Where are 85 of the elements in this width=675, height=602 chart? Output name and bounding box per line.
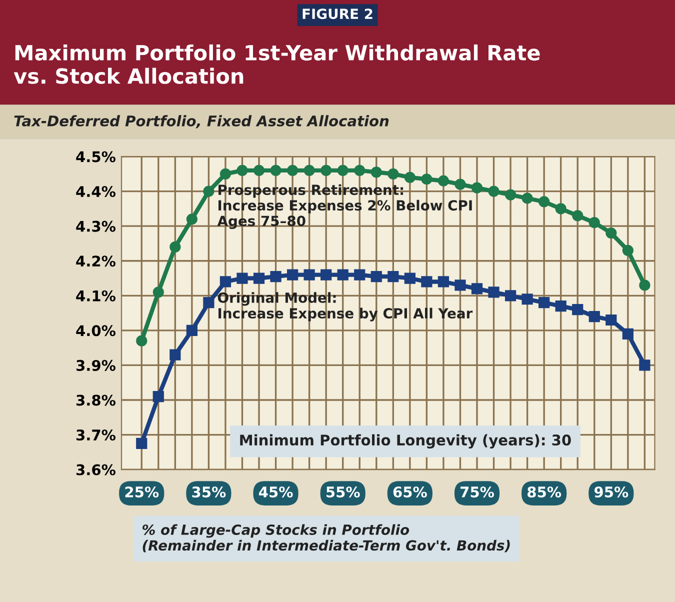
point	[588, 310, 600, 322]
point	[504, 189, 516, 200]
point	[555, 300, 566, 312]
point	[236, 164, 248, 176]
point	[170, 349, 181, 360]
chart-title: Maximum Portfolio 1st-Year Withdrawal Rate vs. Stock Allocation	[14, 44, 540, 84]
point	[639, 360, 650, 371]
point	[320, 164, 332, 176]
point	[286, 164, 298, 176]
annotation: Minimum Portfolio Longevity (years): 30	[240, 434, 571, 448]
point	[522, 192, 533, 204]
point	[471, 182, 483, 194]
point	[622, 328, 634, 340]
point	[438, 276, 450, 288]
point	[253, 164, 265, 176]
y-tick-label: 4.2%	[76, 256, 116, 267]
x-tick-label: 65%	[393, 486, 427, 498]
y-tick-label: 3.9%	[76, 360, 116, 371]
point	[354, 269, 366, 280]
point	[220, 168, 232, 180]
point	[504, 290, 516, 302]
y-tick-label: 4.3%	[76, 220, 116, 232]
y-tick-label: 4.4%	[76, 186, 116, 198]
point	[572, 210, 584, 222]
point	[136, 438, 148, 450]
point	[454, 178, 466, 190]
point	[388, 168, 399, 180]
point	[421, 276, 432, 288]
point	[606, 227, 617, 239]
caption: FIGURE 2	[302, 8, 372, 20]
x-tick-label: 35%	[192, 486, 226, 498]
point	[404, 172, 416, 183]
point	[286, 269, 298, 280]
point	[606, 314, 617, 326]
point	[588, 217, 600, 228]
y-tick-label: 3.8%	[76, 394, 116, 406]
point	[404, 272, 416, 284]
point	[236, 272, 248, 284]
point	[304, 164, 315, 176]
point	[304, 269, 315, 280]
x-axis-title: % of Large-Cap Stocks in Portfolio (Remainder in Intermediate-Term Gov't. Bonds)	[142, 524, 510, 552]
point	[538, 297, 550, 308]
y-tick-label: 4.0%	[76, 325, 116, 336]
x-tick-label: 45%	[258, 486, 293, 498]
point	[203, 186, 214, 197]
x-tick-label: 25%	[125, 486, 159, 498]
point	[622, 244, 634, 256]
point	[438, 175, 450, 186]
point	[203, 297, 214, 308]
point	[639, 280, 650, 291]
point	[572, 304, 584, 316]
point	[488, 286, 500, 298]
point	[488, 186, 500, 197]
point	[421, 174, 432, 185]
point	[471, 283, 483, 294]
point	[253, 272, 265, 284]
point	[555, 203, 566, 214]
point	[538, 196, 550, 208]
point	[337, 269, 348, 280]
point	[186, 214, 198, 225]
x-tick-label: 85%	[528, 486, 562, 498]
y-tick-label: 3.7%	[76, 429, 116, 441]
point	[136, 335, 148, 346]
y-tick-label: 4.5%	[76, 151, 116, 162]
point	[152, 286, 164, 298]
point	[270, 164, 282, 176]
point	[170, 241, 181, 253]
point	[388, 270, 399, 282]
point	[370, 270, 382, 282]
point	[370, 166, 382, 178]
point	[454, 280, 466, 291]
chart-subtitle: Tax-Deferred Portfolio, Fixed Asset Allocation	[14, 115, 389, 128]
point	[220, 276, 232, 288]
x-tick-label: 55%	[326, 486, 360, 498]
y-tick-label: 3.6%	[76, 464, 116, 476]
point	[320, 269, 332, 280]
x-tick-label: 75%	[460, 486, 494, 498]
point	[270, 270, 282, 282]
point	[186, 324, 198, 336]
point	[337, 164, 348, 176]
x-tick-label: 95%	[594, 486, 628, 498]
point	[152, 390, 164, 402]
point	[354, 164, 366, 176]
y-tick-label: 4.1%	[76, 290, 116, 302]
point	[522, 294, 533, 305]
